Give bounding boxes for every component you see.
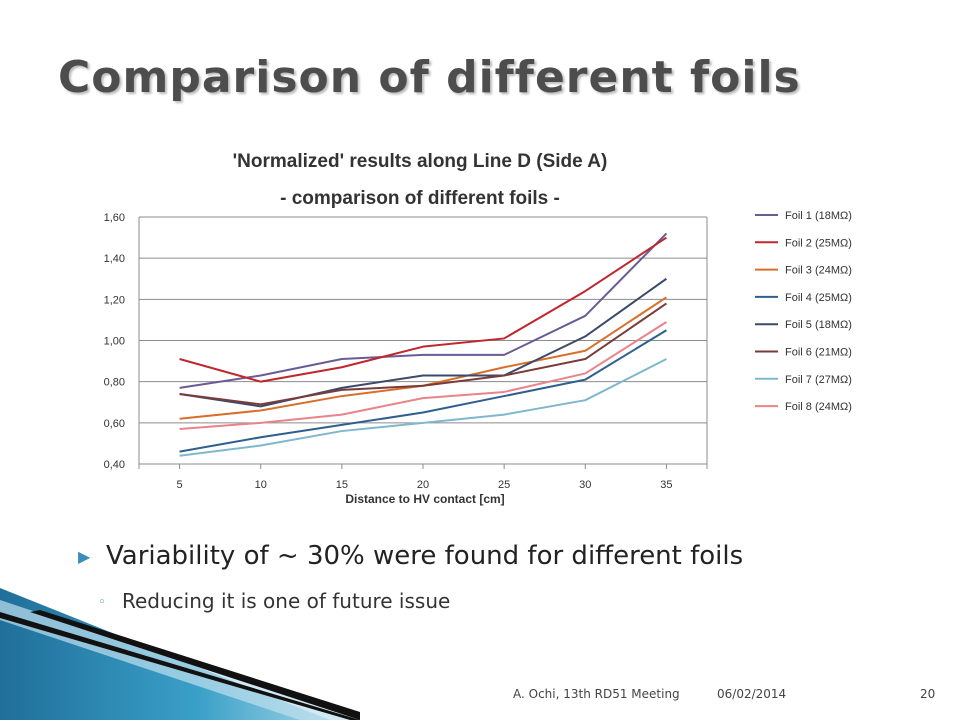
y-tick-label: 1,00 <box>104 336 125 348</box>
x-tick-label: 15 <box>336 479 348 491</box>
circle-bullet-icon: ◦ <box>98 595 106 610</box>
legend-label: Foil 8 (24MΩ) <box>785 401 852 413</box>
chart-subtitle: - comparison of different foils - <box>280 188 560 209</box>
series-line-6 <box>179 302 667 406</box>
chart-title: 'Normalized' results along Line D (Side … <box>233 151 608 172</box>
x-axis-label: Distance to HV contact [cm] <box>345 492 504 506</box>
page-number: 20 <box>920 687 936 701</box>
x-tick-label: 5 <box>177 479 183 491</box>
legend-label: Foil 5 (18MΩ) <box>785 319 852 331</box>
y-tick-label: 0,80 <box>104 377 125 389</box>
bullet-point: ▶ Variability of ~ 30% were found for dif… <box>78 541 743 571</box>
footer-date: 06/02/2014 <box>717 687 787 701</box>
series-line-8 <box>179 321 667 431</box>
y-tick-label: 1,20 <box>104 294 125 306</box>
y-tick-label: 0,60 <box>104 418 125 430</box>
legend-label: Foil 1 (18MΩ) <box>785 210 852 222</box>
x-tick-label: 35 <box>660 479 672 491</box>
slide-title: Comparison of different foils <box>58 52 801 103</box>
legend-label: Foil 2 (25MΩ) <box>785 237 852 249</box>
series-line-1 <box>179 232 668 389</box>
bullet-text: Variability of ~ 30% were found for diff… <box>106 541 744 571</box>
legend-label: Foil 7 (27MΩ) <box>785 374 852 386</box>
series-line-4 <box>179 329 667 453</box>
triangle-bullet-icon: ▶ <box>78 547 91 566</box>
series-line-2 <box>179 236 667 383</box>
legend-label: Foil 6 (21MΩ) <box>785 347 852 359</box>
x-tick-label: 30 <box>579 479 591 491</box>
legend-label: Foil 4 (25MΩ) <box>785 292 852 304</box>
x-tick-label: 25 <box>498 479 510 491</box>
legend-label: Foil 3 (24MΩ) <box>785 265 852 277</box>
y-tick-label: 0,40 <box>104 459 125 471</box>
y-tick-label: 1,40 <box>104 253 125 265</box>
sub-bullet-point: ◦ Reducing it is one of future issue <box>98 589 450 613</box>
footer-author: A. Ochi, 13th RD51 Meeting <box>513 687 680 701</box>
sub-bullet-text: Reducing it is one of future issue <box>122 589 451 613</box>
y-tick-label: 1,60 <box>104 212 125 224</box>
series-line-3 <box>179 296 667 420</box>
series-line-7 <box>179 358 667 457</box>
x-tick-label: 20 <box>417 479 429 491</box>
series-line-5 <box>179 277 668 408</box>
x-tick-label: 10 <box>255 479 267 491</box>
